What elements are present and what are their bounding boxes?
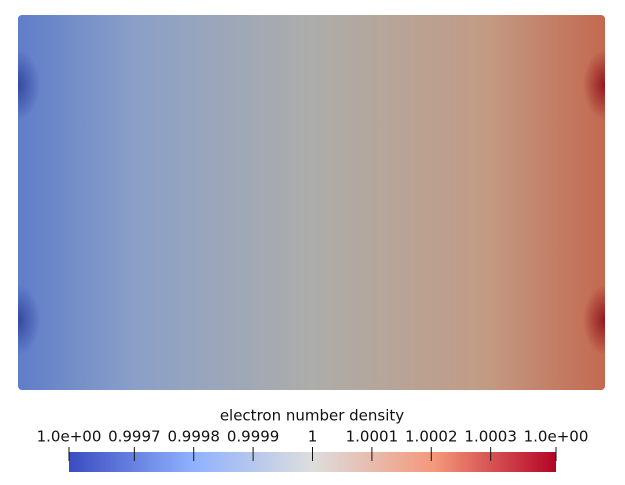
tick-label: 0.9997 <box>108 428 161 446</box>
tick-label: 1.0e+00 <box>37 428 102 446</box>
colorbar <box>69 452 556 472</box>
tick-label: 1.0001 <box>346 428 399 446</box>
tick-label: 1.0e+00 <box>524 428 589 446</box>
tick-label: 1.0002 <box>405 428 458 446</box>
colorbar-title: electron number density <box>220 407 404 425</box>
field-plot <box>18 15 605 390</box>
tick-label: 0.9999 <box>227 428 280 446</box>
tick-label: 1.0003 <box>464 428 517 446</box>
tick-label: 0.9998 <box>167 428 220 446</box>
tick-label: 1 <box>308 428 318 446</box>
